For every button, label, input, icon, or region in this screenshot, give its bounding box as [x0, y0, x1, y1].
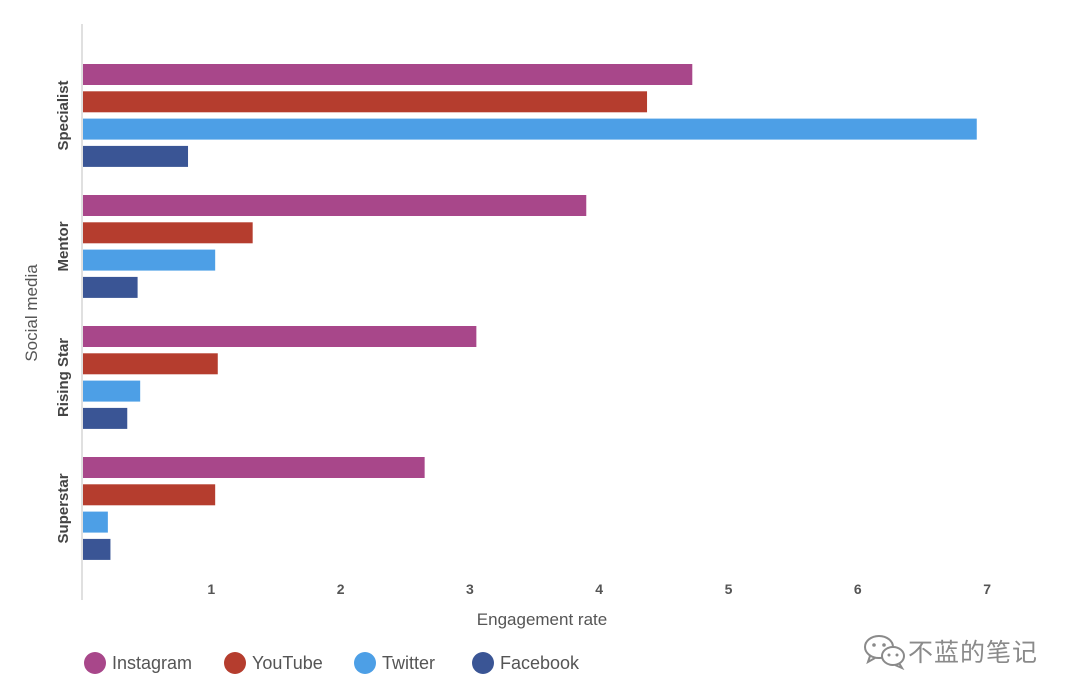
legend-swatch-icon — [84, 652, 106, 674]
x-tick-labels: 1 2 3 4 5 6 7 — [207, 581, 991, 597]
legend-swatch-icon — [472, 652, 494, 674]
x-tick-label: 5 — [725, 581, 733, 597]
bar-specialist-youtube — [83, 91, 648, 113]
x-tick-label: 1 — [207, 581, 215, 597]
x-tick-label: 3 — [466, 581, 474, 597]
bar-specialist-instagram — [83, 64, 693, 85]
bar-rising-star-facebook — [83, 407, 128, 429]
wechat-icon — [864, 635, 905, 670]
legend-label: Instagram — [112, 652, 193, 673]
bar-mentor-instagram — [83, 195, 587, 216]
bar-rising-star-twitter — [83, 380, 141, 402]
category-label: Rising Star — [55, 338, 72, 417]
legend-swatch-icon — [224, 652, 246, 674]
legend-swatch-icon — [354, 652, 376, 674]
category-label: Superstar — [55, 473, 72, 543]
watermark-text: 不蓝的笔记 — [908, 638, 1039, 667]
bar-superstar-youtube — [83, 484, 216, 506]
legend-label: Twitter — [382, 652, 436, 673]
x-tick-label: 4 — [595, 581, 603, 597]
legend-item-instagram: Instagram — [84, 652, 192, 674]
legend-item-youtube: YouTube — [224, 652, 323, 674]
watermark: 不蓝的笔记 — [862, 632, 1038, 670]
y-axis-title: Social media — [22, 264, 41, 362]
bar-mentor-facebook — [83, 276, 138, 298]
bar-specialist-twitter — [83, 118, 977, 140]
category-label: Mentor — [55, 221, 72, 271]
bar-chart: 1 2 3 4 5 6 7 Specialist Mentor Rising Star Super… — [22, 24, 991, 629]
x-tick-label: 7 — [983, 581, 991, 597]
bar-rising-star-youtube — [83, 353, 218, 375]
legend-item-facebook: Facebook — [472, 652, 579, 674]
bar-specialist-facebook — [83, 145, 189, 167]
category-label: Specialist — [55, 80, 72, 150]
bar-rising-star-instagram — [83, 326, 477, 347]
category-labels: Specialist Mentor Rising Star Superstar — [55, 80, 72, 543]
x-axis-title: Engagement rate — [477, 610, 607, 629]
bar-superstar-instagram — [83, 457, 425, 478]
x-tick-label: 6 — [854, 581, 862, 597]
legend-label: Facebook — [500, 652, 580, 673]
x-tick-label: 2 — [337, 581, 345, 597]
bar-superstar-twitter — [83, 511, 108, 533]
legend-label: YouTube — [252, 652, 323, 673]
bar-superstar-facebook — [83, 538, 111, 560]
legend-item-twitter: Twitter — [354, 652, 435, 674]
bar-mentor-twitter — [83, 249, 216, 271]
bar-mentor-youtube — [83, 222, 253, 244]
bars-group — [83, 64, 977, 560]
